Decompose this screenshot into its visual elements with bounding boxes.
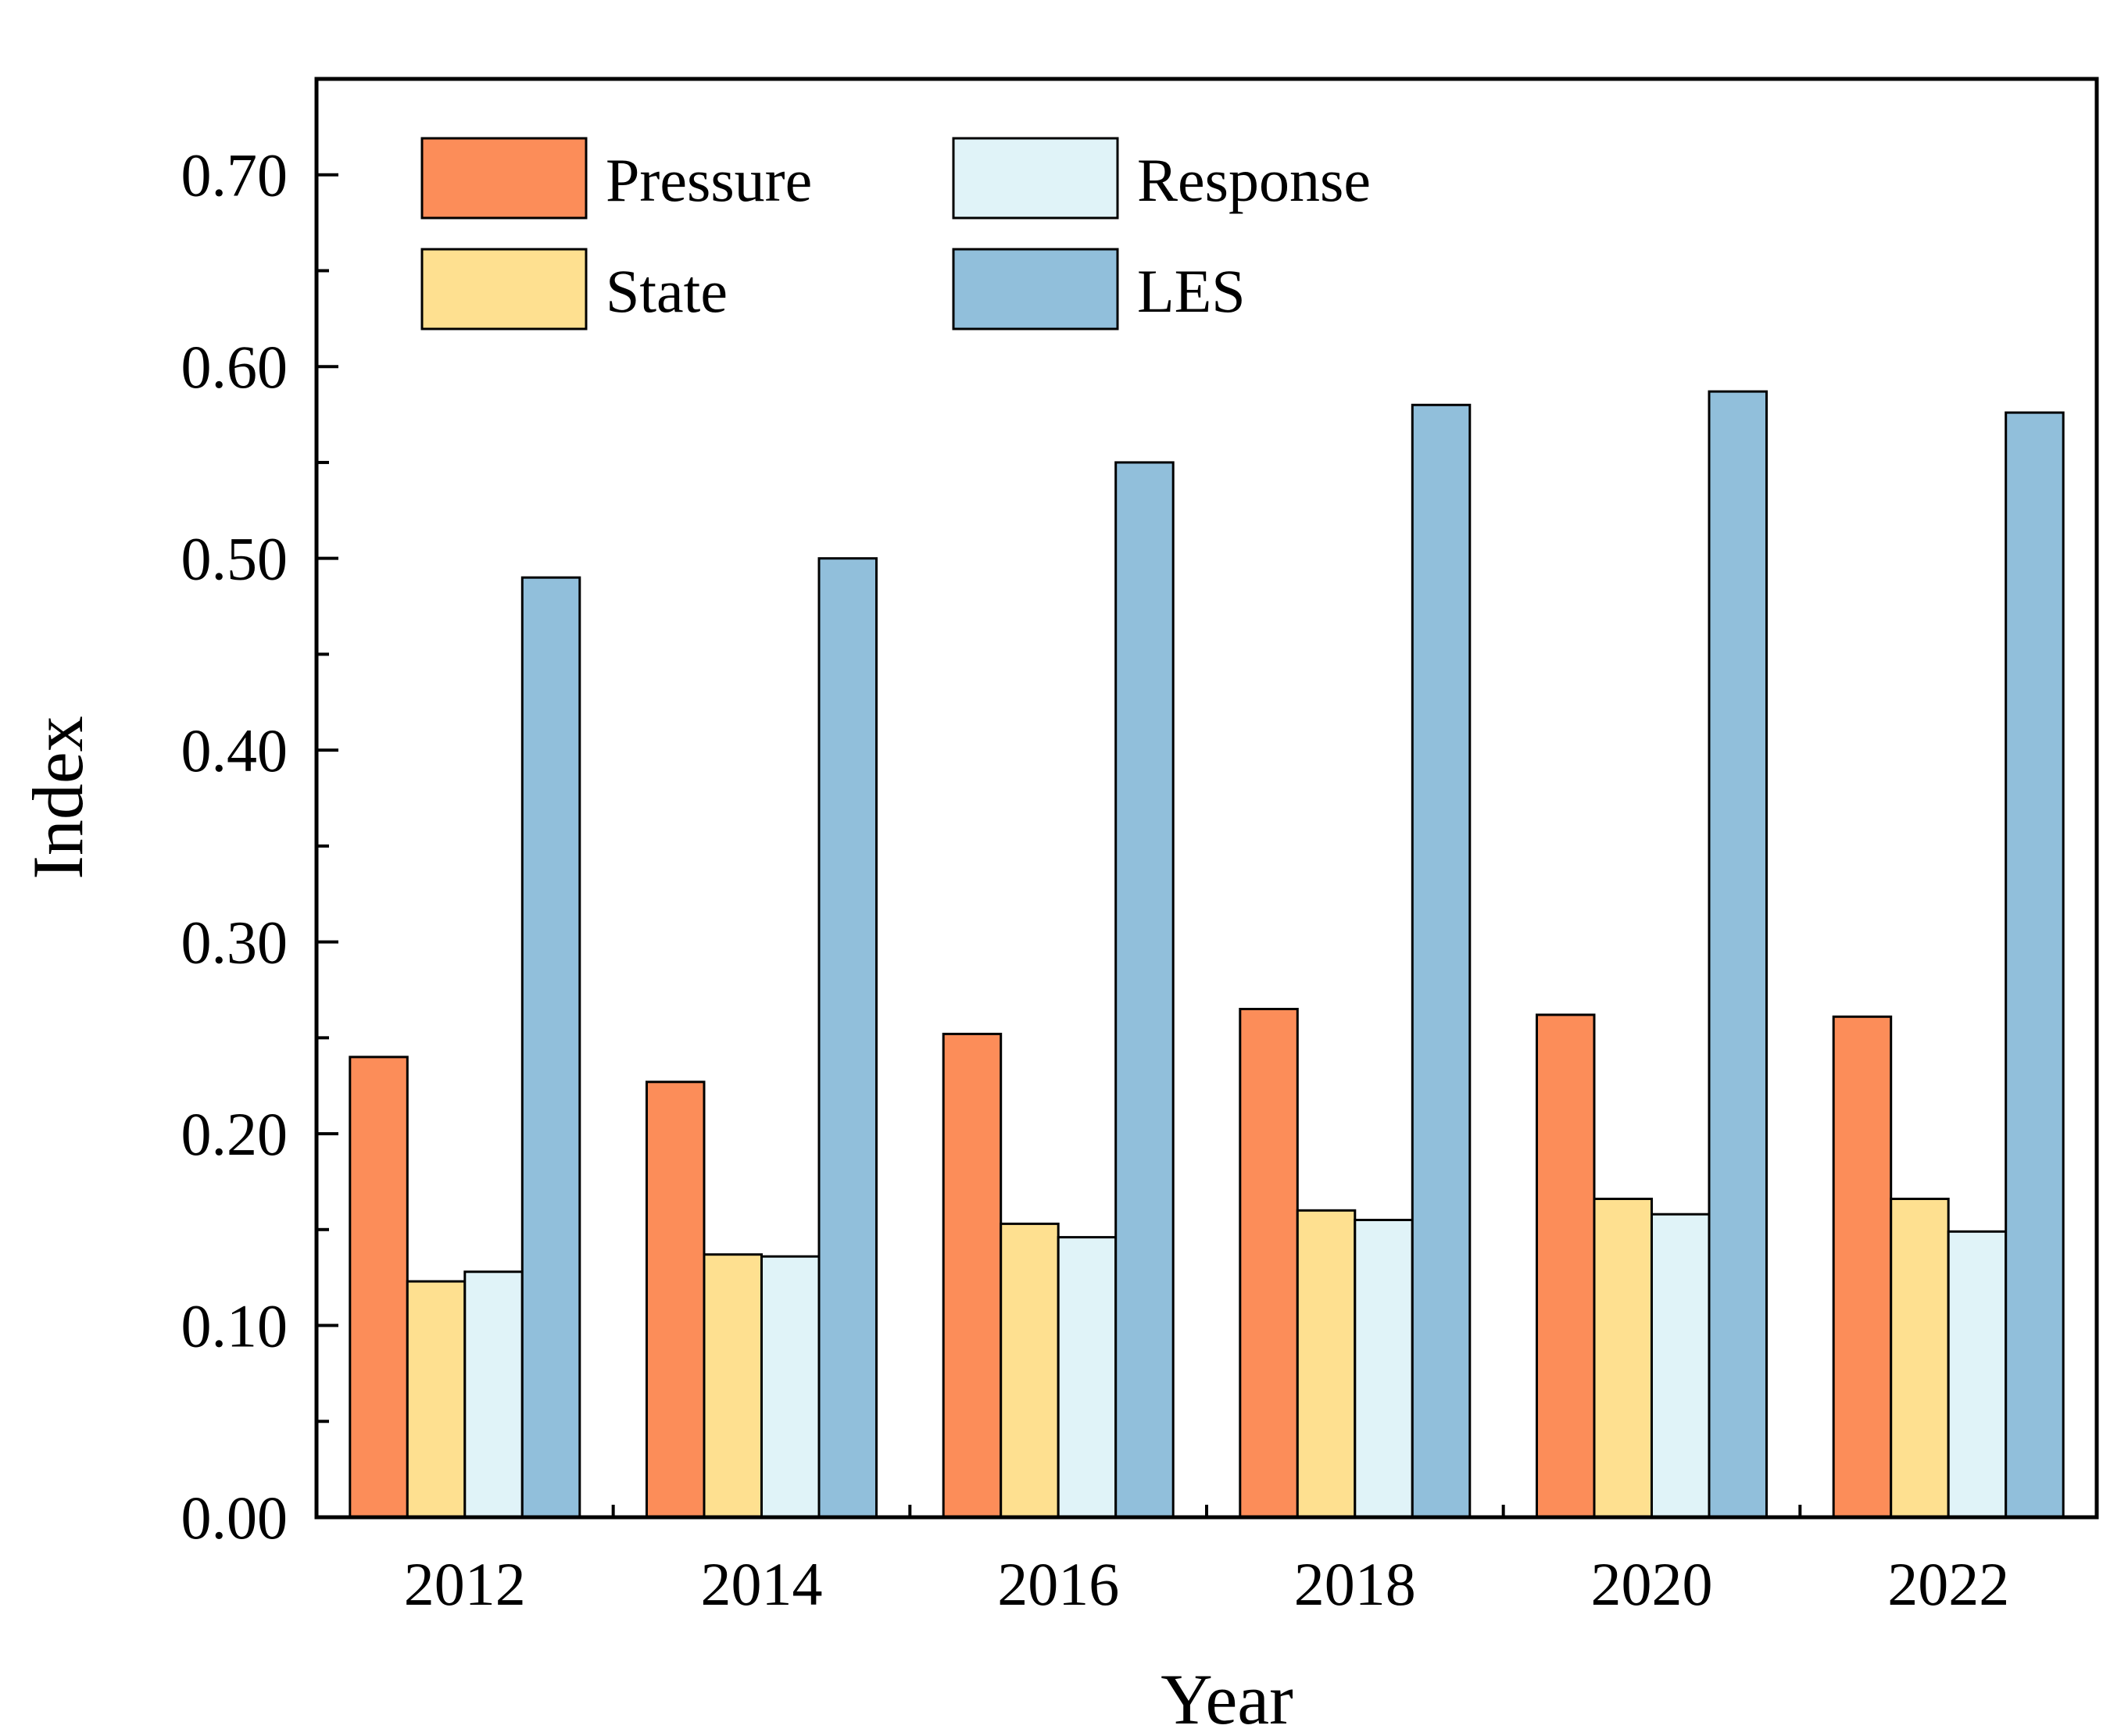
legend-swatch-les <box>952 248 1119 330</box>
x-tick-label-2022: 2022 <box>1887 1550 2009 1618</box>
legend: Pressure Response State LES <box>420 137 1371 330</box>
legend-label-state: State <box>606 257 728 325</box>
x-tick-label-2020: 2020 <box>1591 1550 1713 1618</box>
x-tick-label-2018: 2018 <box>1294 1550 1416 1618</box>
bar-response-2016 <box>1057 1236 1118 1519</box>
bar-les-2018 <box>1411 403 1472 1519</box>
bar-pressure-2018 <box>1239 1008 1299 1519</box>
x-tick-label-2016: 2016 <box>997 1550 1119 1618</box>
legend-swatch-pressure <box>420 137 588 220</box>
bar-state-2012 <box>406 1280 467 1519</box>
y-tick-label-0.20: 0.20 <box>181 1100 288 1168</box>
bar-state-2022 <box>1890 1198 1950 1519</box>
legend-swatch-response <box>952 137 1119 220</box>
bar-response-2012 <box>463 1270 524 1519</box>
legend-label-response: Response <box>1137 146 1371 214</box>
bar-response-2022 <box>1947 1230 2008 1519</box>
y-tick-label-0.30: 0.30 <box>181 909 288 977</box>
y-tick-label-0.60: 0.60 <box>181 333 288 401</box>
legend-swatch-state <box>420 248 588 330</box>
bar-response-2014 <box>760 1255 821 1519</box>
bar-pressure-2012 <box>349 1056 409 1519</box>
bar-les-2016 <box>1114 461 1175 1519</box>
legend-label-pressure: Pressure <box>606 146 812 214</box>
bars-layer <box>349 390 2065 1519</box>
bar-les-2022 <box>2005 411 2065 1519</box>
bar-pressure-2022 <box>1832 1015 1893 1519</box>
bar-state-2020 <box>1593 1198 1653 1519</box>
bar-pressure-2014 <box>646 1081 706 1519</box>
bar-response-2018 <box>1354 1219 1414 1519</box>
y-tick-label-0.10: 0.10 <box>181 1292 288 1360</box>
bar-response-2020 <box>1651 1213 1711 1519</box>
bar-les-2014 <box>817 557 878 1519</box>
bar-state-2018 <box>1296 1209 1357 1519</box>
y-tick-label-0.40: 0.40 <box>181 716 288 784</box>
bar-pressure-2016 <box>942 1032 1003 1519</box>
bar-pressure-2020 <box>1536 1013 1596 1519</box>
bar-les-2012 <box>520 576 581 1519</box>
y-tick-label-0.00: 0.00 <box>181 1484 288 1552</box>
axes-layer: 2012 2014 2016 2018 2020 2022 0.00 0.10 0.20 0.30… <box>181 77 2098 1618</box>
bar-les-2020 <box>1708 390 1768 1519</box>
x-tick-label-2014: 2014 <box>701 1550 823 1618</box>
x-tick-label-2012: 2012 <box>404 1550 526 1618</box>
y-axis-title: Index <box>18 716 98 879</box>
y-tick-label-0.50: 0.50 <box>181 525 288 593</box>
y-tick-label-0.70: 0.70 <box>181 141 288 209</box>
bar-state-2014 <box>703 1253 763 1519</box>
bar-state-2016 <box>1000 1222 1060 1519</box>
legend-label-les: LES <box>1137 257 1246 325</box>
x-axis-title: Year <box>1161 1659 1293 1736</box>
